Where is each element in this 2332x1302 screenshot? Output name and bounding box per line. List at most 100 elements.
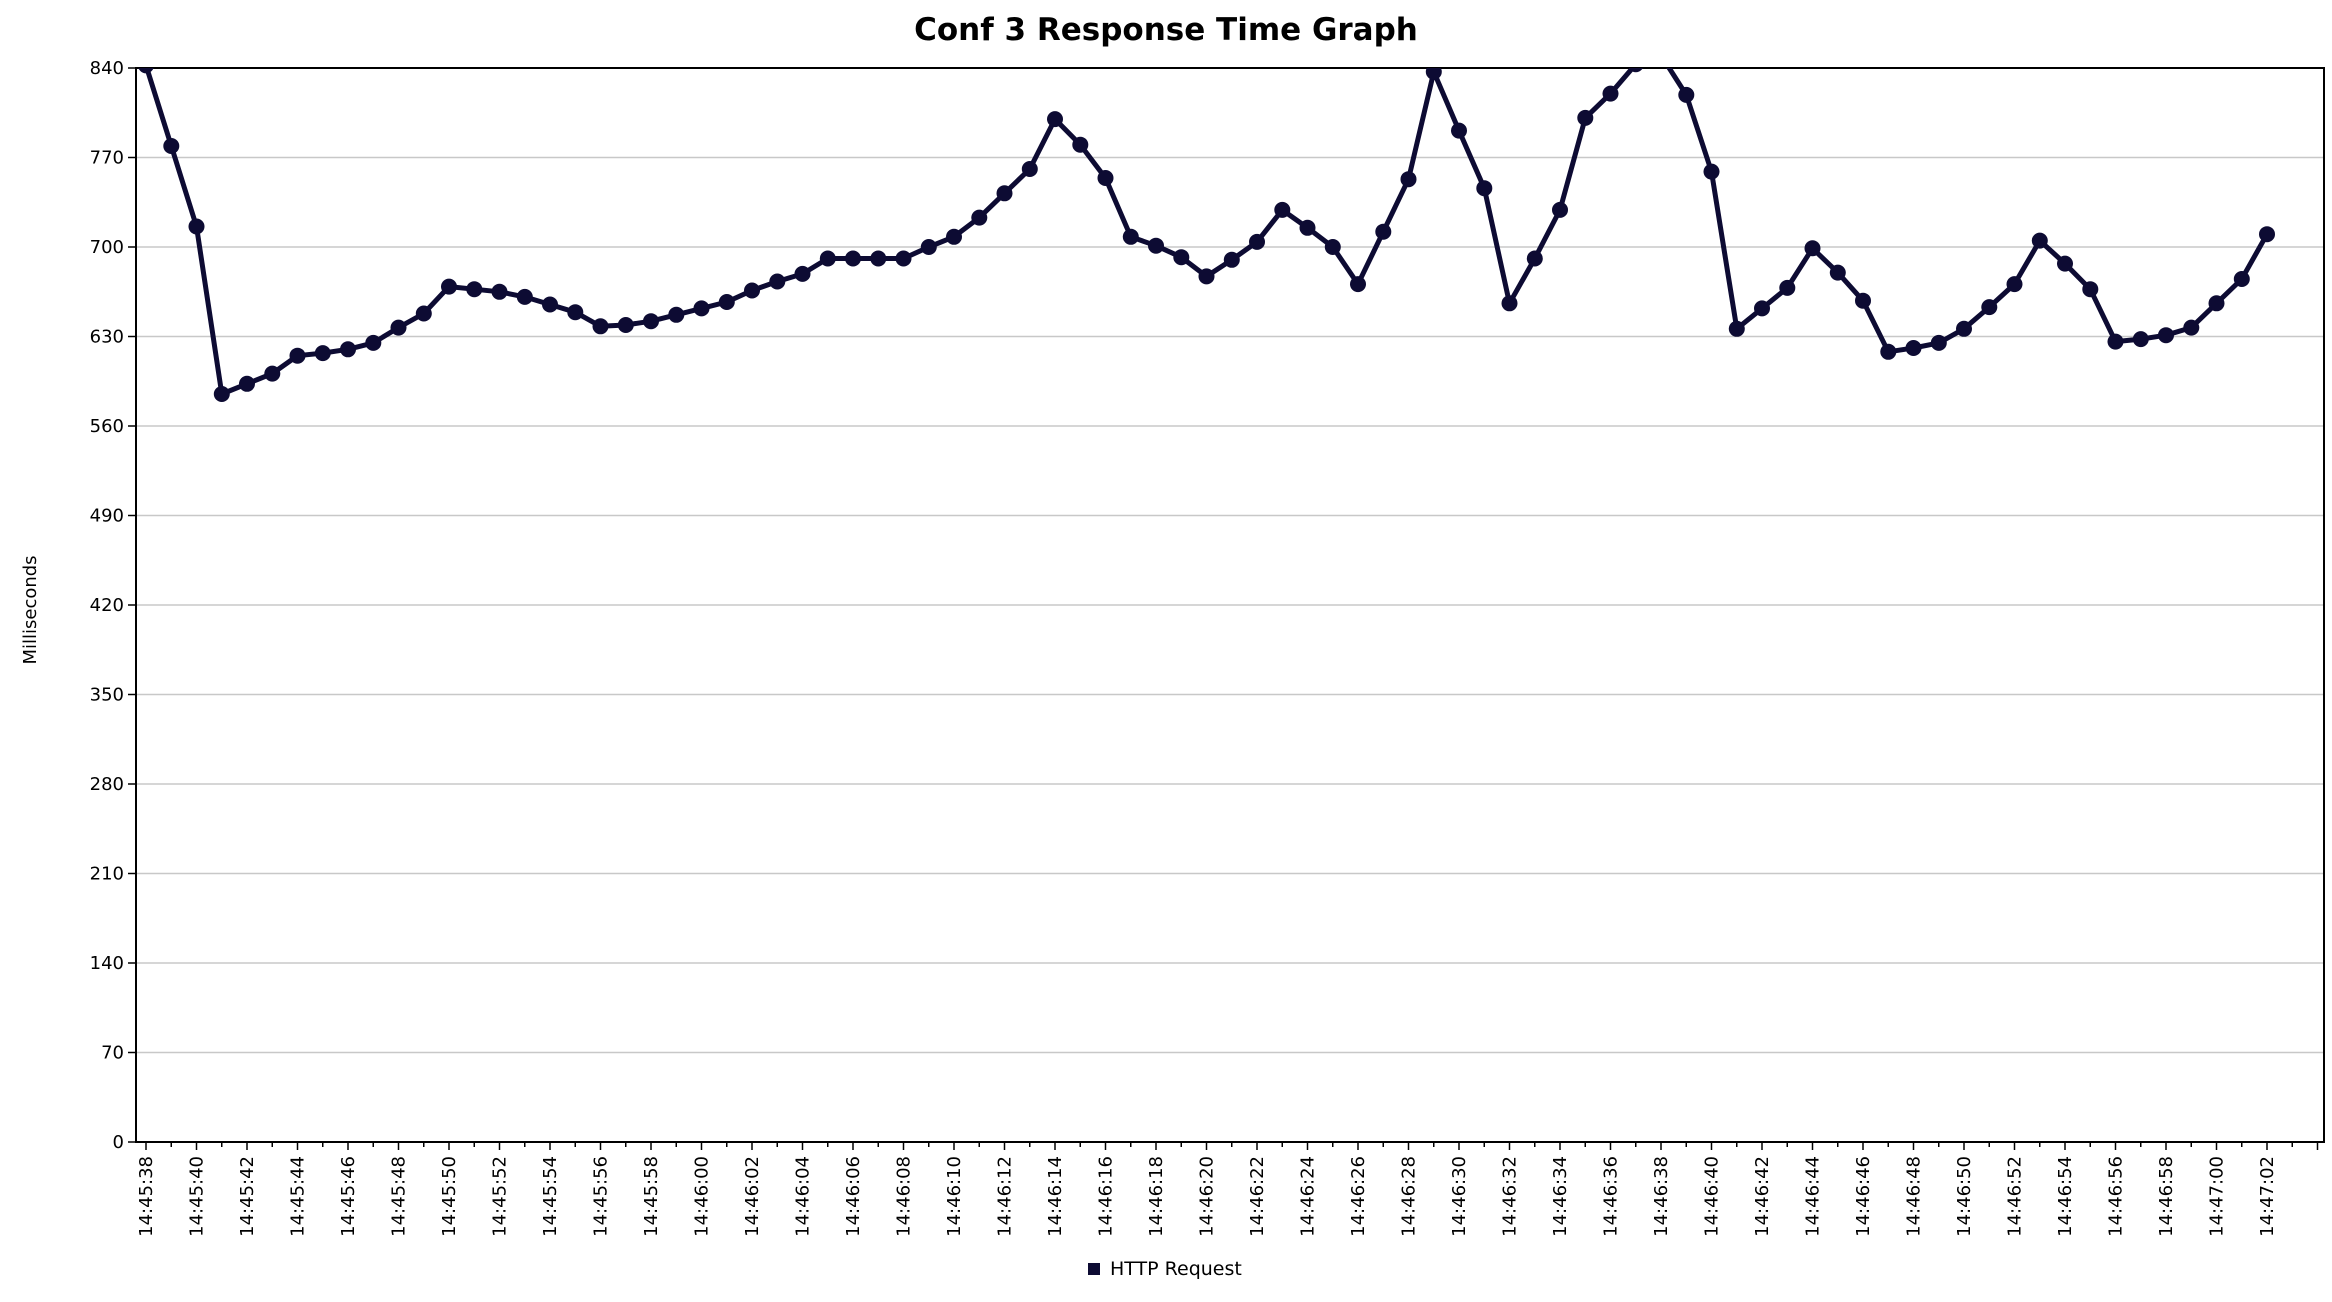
- data-point: [289, 347, 306, 364]
- data-point: [1223, 251, 1240, 268]
- x-tick-label: 14:46:08: [894, 1156, 915, 1237]
- data-point: [668, 306, 685, 323]
- data-point: [2031, 232, 2048, 249]
- data-point: [2082, 281, 2099, 298]
- data-point: [693, 300, 710, 317]
- y-tick-label: 700: [90, 237, 124, 258]
- data-point: [1274, 201, 1291, 218]
- x-tick-label: 14:46:06: [843, 1156, 864, 1237]
- data-point: [365, 334, 382, 351]
- y-tick-label: 280: [90, 774, 124, 795]
- x-tick-label: 14:46:44: [1803, 1156, 1824, 1237]
- data-point: [718, 294, 735, 310]
- x-tick-label: 14:46:40: [1702, 1156, 1723, 1237]
- data-point: [239, 375, 255, 392]
- data-point: [1577, 109, 1594, 126]
- x-tick-label: 14:46:04: [793, 1156, 814, 1237]
- x-tick-label: 14:46:34: [1550, 1156, 1571, 1237]
- data-point: [1047, 111, 1063, 128]
- legend: HTTP Request: [1088, 1258, 1242, 1280]
- data-point: [794, 265, 811, 282]
- data-point: [1981, 299, 1998, 316]
- x-tick-label: 14:46:54: [2055, 1156, 2076, 1237]
- data-point: [1476, 180, 1493, 197]
- series-http-request: [138, 47, 2275, 402]
- data-point: [2132, 331, 2149, 348]
- data-point: [1930, 334, 1947, 351]
- x-tick-label: 14:45:40: [187, 1156, 208, 1237]
- data-point: [1703, 163, 1720, 180]
- data-point: [1299, 219, 1316, 236]
- data-point: [2233, 271, 2250, 287]
- x-tick-label: 14:45:54: [540, 1156, 561, 1237]
- data-point: [138, 68, 154, 74]
- data-point: [1602, 85, 1619, 102]
- data-point: [1829, 264, 1846, 281]
- chart-title: Conf 3 Response Time Graph: [914, 12, 1418, 48]
- data-point: [845, 250, 861, 267]
- x-tick-label: 14:46:10: [944, 1156, 965, 1237]
- data-point: [466, 281, 483, 298]
- data-point: [491, 283, 508, 300]
- x-tick-label: 14:47:00: [2207, 1156, 2228, 1237]
- x-tick-label: 14:46:36: [1601, 1156, 1622, 1237]
- x-tick-label: 14:46:20: [1197, 1156, 1218, 1237]
- data-point: [971, 209, 988, 226]
- data-point: [163, 138, 180, 154]
- x-tick-label: 14:46:02: [742, 1156, 763, 1237]
- y-tick-label: 560: [90, 416, 124, 437]
- y-tick-label: 630: [90, 327, 124, 348]
- data-point: [769, 273, 786, 290]
- legend-swatch: [1088, 1263, 1100, 1275]
- data-point: [567, 304, 584, 321]
- x-tick-label: 14:46:42: [1752, 1156, 1773, 1237]
- data-point: [188, 218, 205, 235]
- data-point: [1754, 300, 1770, 317]
- data-point: [340, 341, 356, 358]
- data-point: [643, 313, 659, 330]
- data-point: [1526, 250, 1543, 267]
- data-point: [1880, 343, 1897, 360]
- data-point: [592, 318, 609, 335]
- y-axis-label: Milliseconds: [20, 555, 41, 664]
- y-tick-label: 140: [90, 953, 124, 974]
- x-tick-label: 14:45:44: [288, 1156, 309, 1237]
- data-point: [1072, 136, 1089, 153]
- data-point: [1324, 239, 1341, 255]
- x-tick-label: 14:45:50: [439, 1156, 460, 1237]
- data-point: [946, 228, 962, 245]
- y-axis-ticks: 0 70 140 210 280 350 420 490 560 630 700 770 840: [90, 58, 136, 1153]
- x-tick-label: 14:46:52: [2005, 1156, 2026, 1237]
- y-tick-label: 0: [113, 1132, 124, 1153]
- data-point: [1804, 240, 1821, 257]
- data-point: [1653, 47, 1669, 63]
- data-point: [819, 250, 836, 267]
- data-point: [1021, 161, 1038, 177]
- x-tick-label: 14:46:22: [1247, 1156, 1268, 1237]
- data-point: [1905, 340, 1922, 356]
- data-point: [441, 278, 457, 295]
- data-point: [264, 365, 281, 382]
- data-point: [1628, 68, 1643, 73]
- data-point: [1249, 233, 1265, 250]
- x-tick-label: 14:45:58: [641, 1156, 662, 1237]
- x-tick-label: 14:45:38: [136, 1156, 157, 1237]
- data-point: [1451, 122, 1467, 139]
- x-tick-label: 14:46:32: [1500, 1156, 1521, 1237]
- data-point: [314, 345, 331, 362]
- x-tick-label: 14:46:12: [995, 1156, 1016, 1237]
- data-point: [1501, 295, 1518, 312]
- x-tick-label: 14:46:58: [2156, 1156, 2177, 1237]
- data-point: [213, 386, 230, 402]
- data-point: [617, 317, 634, 333]
- data-point: [2183, 319, 2200, 336]
- x-tick-label: 14:46:00: [692, 1156, 713, 1237]
- series-line: [144, 68, 2270, 397]
- data-point: [1728, 320, 1745, 337]
- grid-lines: [136, 156, 2324, 1054]
- data-point: [1956, 320, 1972, 337]
- data-point: [2208, 295, 2225, 312]
- data-point: [920, 239, 937, 255]
- y-tick-label: 350: [90, 685, 124, 706]
- data-point: [1375, 223, 1392, 240]
